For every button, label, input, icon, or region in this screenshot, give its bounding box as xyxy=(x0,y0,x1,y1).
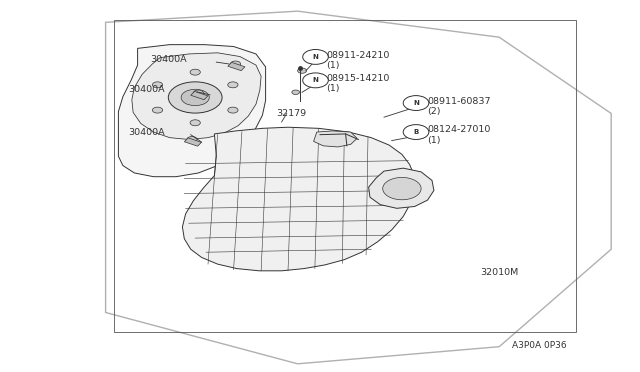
Text: 30400A: 30400A xyxy=(128,128,164,137)
Text: B: B xyxy=(413,129,419,135)
Polygon shape xyxy=(314,131,357,147)
Circle shape xyxy=(168,82,222,113)
Polygon shape xyxy=(118,45,266,177)
Polygon shape xyxy=(369,168,434,208)
Text: 32179: 32179 xyxy=(276,109,307,118)
Circle shape xyxy=(152,107,163,113)
Bar xyxy=(191,92,208,100)
Text: 08911-60837
(2): 08911-60837 (2) xyxy=(428,97,491,116)
Text: 08911-24210
(1): 08911-24210 (1) xyxy=(326,51,390,70)
Circle shape xyxy=(190,69,200,75)
Circle shape xyxy=(303,73,328,88)
Circle shape xyxy=(228,82,238,88)
Circle shape xyxy=(298,68,307,73)
Text: 30400A: 30400A xyxy=(150,55,187,64)
Text: 08915-14210
(1): 08915-14210 (1) xyxy=(326,74,390,93)
Bar xyxy=(184,138,202,146)
Circle shape xyxy=(193,90,204,96)
Circle shape xyxy=(152,82,163,88)
Circle shape xyxy=(403,96,429,110)
Circle shape xyxy=(403,125,429,140)
Circle shape xyxy=(230,61,241,67)
Circle shape xyxy=(228,107,238,113)
Text: N: N xyxy=(413,100,419,106)
Polygon shape xyxy=(182,127,415,271)
Polygon shape xyxy=(132,53,261,140)
Bar xyxy=(114,20,576,332)
Circle shape xyxy=(292,90,300,94)
Bar xyxy=(228,62,245,71)
Text: A3P0A 0P36: A3P0A 0P36 xyxy=(512,341,566,350)
Text: N: N xyxy=(312,77,319,83)
Text: 32010M: 32010M xyxy=(480,268,518,277)
Text: 30400A: 30400A xyxy=(128,85,164,94)
Circle shape xyxy=(303,49,328,64)
Circle shape xyxy=(187,137,197,142)
Circle shape xyxy=(383,177,421,200)
Text: N: N xyxy=(312,54,319,60)
Text: 08124-27010
(1): 08124-27010 (1) xyxy=(428,125,491,145)
Circle shape xyxy=(181,89,209,106)
Circle shape xyxy=(190,120,200,126)
